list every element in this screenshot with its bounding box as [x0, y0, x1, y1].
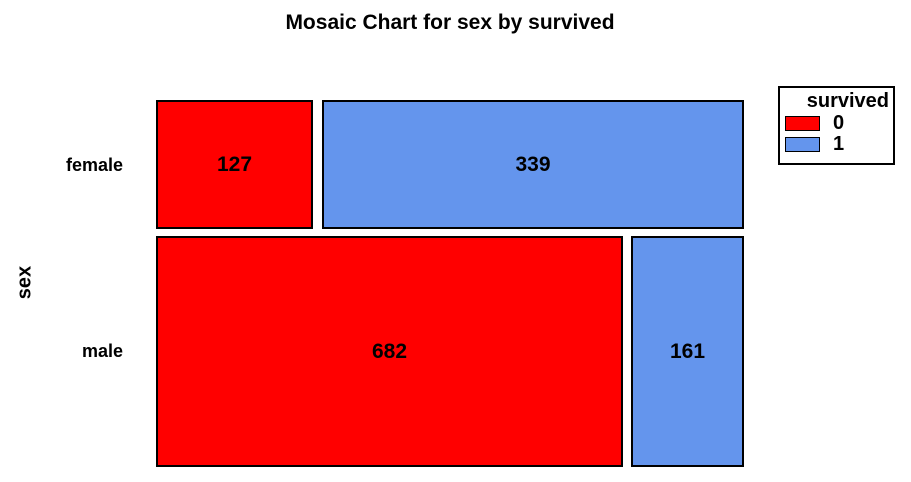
cell-count-female-1: 339: [515, 152, 551, 176]
chart-title: Mosaic Chart for sex by survived: [285, 11, 615, 34]
legend-swatch-red-icon: [785, 115, 820, 131]
mosaic-cell-male-survived-0: 682: [156, 236, 623, 467]
legend-swatch-blue-icon: [785, 136, 820, 152]
legend-title: survived: [806, 90, 889, 112]
mosaic-cell-female-survived-1: 339: [322, 100, 744, 229]
mosaic-cell-female-survived-0: 127: [156, 100, 313, 229]
cell-count-male-0: 682: [371, 339, 408, 363]
mosaic-cell-male-survived-1: 161: [631, 236, 744, 467]
row-label-male: male: [81, 341, 123, 361]
legend-label-0: 0: [833, 112, 845, 134]
legend-entry-survived-0: 0: [780, 112, 893, 134]
y-axis-label: sex: [13, 265, 36, 300]
cell-count-female-0: 127: [216, 152, 253, 176]
row-label-female: female: [65, 155, 123, 175]
legend-entry-survived-1: 1: [780, 133, 893, 155]
cell-count-male-1: 161: [669, 339, 706, 363]
legend: survived 0 1: [778, 86, 895, 165]
legend-label-1: 1: [833, 133, 845, 155]
